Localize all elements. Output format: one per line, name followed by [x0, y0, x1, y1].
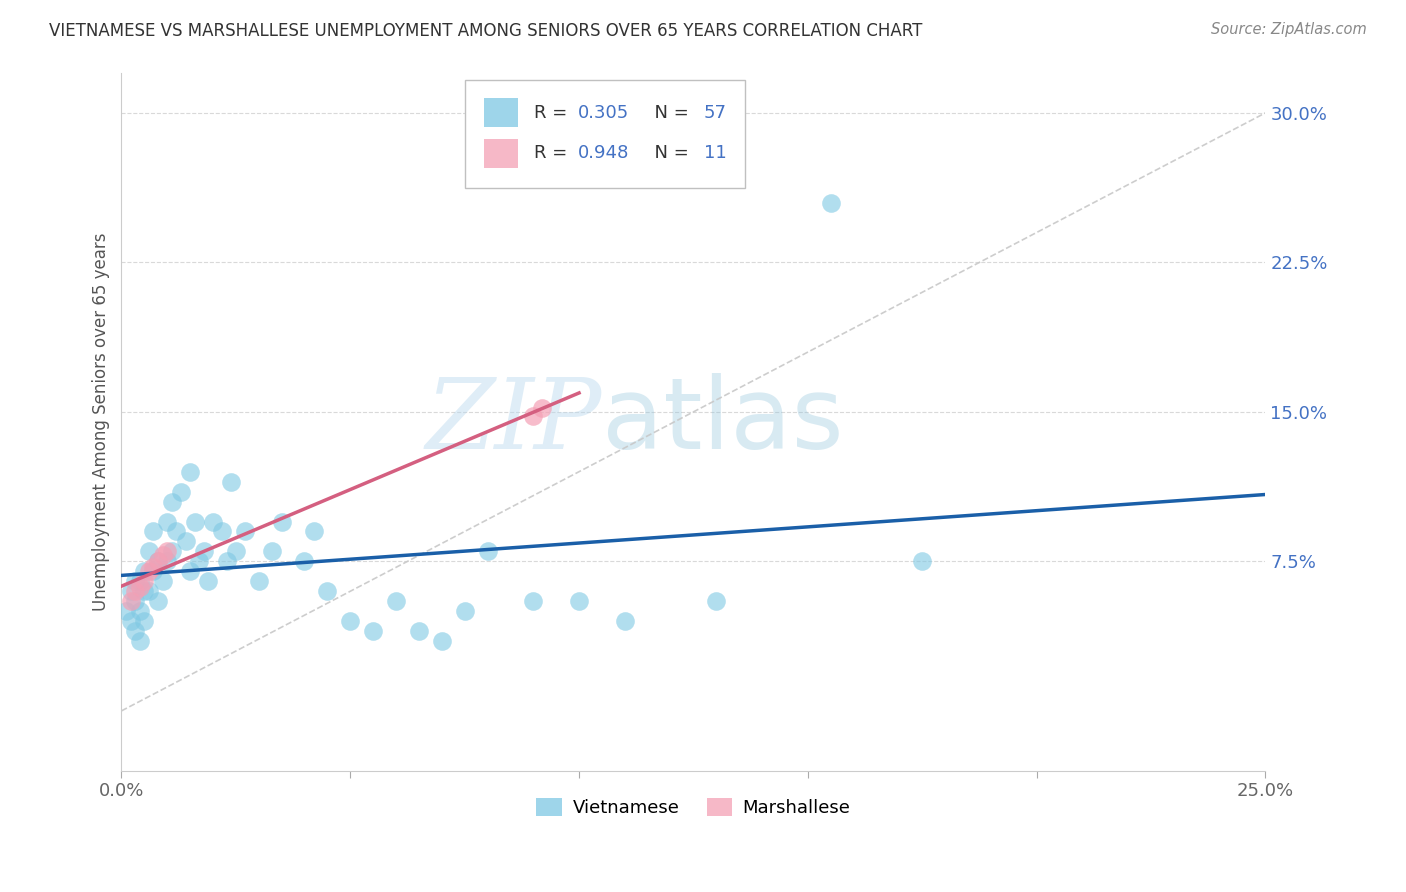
Text: 0.948: 0.948: [578, 145, 630, 162]
Point: [316, 584, 339, 599]
Text: N =: N =: [643, 145, 695, 162]
Point: [522, 409, 544, 423]
Point: [115, 604, 138, 618]
Point: [138, 565, 160, 579]
Point: [142, 560, 165, 574]
Point: [613, 614, 636, 628]
Point: [704, 594, 727, 608]
Text: 57: 57: [704, 103, 727, 121]
Point: [128, 634, 150, 648]
Point: [183, 515, 205, 529]
Point: [531, 401, 554, 415]
Point: [165, 524, 187, 539]
Point: [211, 524, 233, 539]
Point: [146, 594, 169, 608]
Point: [215, 554, 238, 568]
FancyBboxPatch shape: [484, 98, 519, 128]
Text: R =: R =: [534, 145, 574, 162]
Text: atlas: atlas: [602, 374, 844, 470]
Point: [160, 494, 183, 508]
Point: [146, 554, 169, 568]
Point: [134, 584, 156, 599]
Point: [233, 524, 256, 539]
Point: [193, 544, 215, 558]
Point: [820, 195, 842, 210]
Point: [146, 554, 169, 568]
Point: [430, 634, 453, 648]
FancyBboxPatch shape: [464, 80, 745, 188]
Point: [294, 554, 316, 568]
Legend: Vietnamese, Marshallese: Vietnamese, Marshallese: [529, 791, 858, 824]
Point: [170, 484, 193, 499]
Point: [134, 614, 156, 628]
Point: [152, 549, 174, 563]
Point: [339, 614, 361, 628]
Point: [179, 565, 201, 579]
Point: [156, 515, 179, 529]
Point: [128, 604, 150, 618]
Point: [201, 515, 224, 529]
Point: [142, 565, 165, 579]
Point: [408, 624, 430, 639]
Point: [219, 475, 242, 489]
Point: [124, 594, 146, 608]
Text: R =: R =: [534, 103, 574, 121]
Point: [568, 594, 591, 608]
Point: [120, 594, 142, 608]
Point: [138, 544, 160, 558]
Point: [247, 574, 270, 589]
Text: ZIP: ZIP: [426, 374, 602, 469]
Text: 0.305: 0.305: [578, 103, 628, 121]
Point: [120, 614, 142, 628]
Point: [385, 594, 408, 608]
Point: [156, 544, 179, 558]
Point: [156, 554, 179, 568]
Point: [120, 584, 142, 599]
Point: [179, 465, 201, 479]
Point: [160, 544, 183, 558]
Text: Source: ZipAtlas.com: Source: ZipAtlas.com: [1211, 22, 1367, 37]
Point: [361, 624, 384, 639]
Point: [138, 584, 160, 599]
Y-axis label: Unemployment Among Seniors over 65 years: Unemployment Among Seniors over 65 years: [93, 233, 110, 611]
Point: [477, 544, 499, 558]
Point: [302, 524, 325, 539]
Point: [197, 574, 219, 589]
Point: [522, 594, 544, 608]
Point: [453, 604, 475, 618]
Point: [134, 565, 156, 579]
Point: [128, 580, 150, 594]
Text: VIETNAMESE VS MARSHALLESE UNEMPLOYMENT AMONG SENIORS OVER 65 YEARS CORRELATION C: VIETNAMESE VS MARSHALLESE UNEMPLOYMENT A…: [49, 22, 922, 40]
Point: [124, 584, 146, 599]
Point: [124, 624, 146, 639]
Point: [225, 544, 247, 558]
Point: [911, 554, 934, 568]
Text: N =: N =: [643, 103, 695, 121]
Point: [188, 554, 211, 568]
Text: 11: 11: [704, 145, 727, 162]
Point: [174, 534, 197, 549]
Point: [124, 574, 146, 589]
Point: [270, 515, 292, 529]
Point: [134, 574, 156, 589]
Point: [142, 524, 165, 539]
Point: [262, 544, 284, 558]
Point: [128, 574, 150, 589]
Point: [152, 574, 174, 589]
FancyBboxPatch shape: [484, 138, 519, 168]
